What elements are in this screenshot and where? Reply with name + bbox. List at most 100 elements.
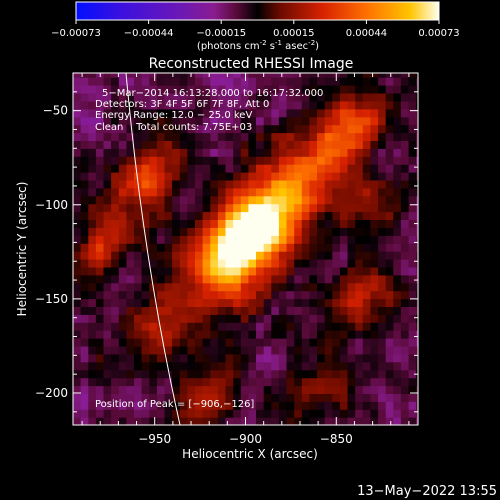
heatmap-cell — [362, 156, 371, 165]
heatmap-cell — [309, 393, 318, 402]
heatmap-cell — [202, 401, 211, 410]
heatmap-cell — [111, 401, 120, 410]
heatmap-cell — [339, 140, 349, 149]
heatmap-cell — [378, 266, 387, 276]
heatmap-cell — [301, 132, 310, 141]
heatmap-cell — [118, 132, 127, 141]
heatmap-cell — [263, 124, 272, 134]
heatmap-cell — [217, 187, 227, 197]
heatmap-cell — [278, 132, 288, 141]
heatmap-cell — [362, 148, 371, 157]
heatmap-cell — [210, 274, 219, 284]
heatmap-cell — [195, 306, 204, 315]
heatmap-cell — [339, 251, 349, 260]
heatmap-cell — [294, 172, 303, 181]
heatmap-cell — [393, 124, 402, 134]
heatmap-cell — [347, 93, 356, 102]
heatmap-cell — [416, 401, 418, 410]
heatmap-cell — [248, 77, 257, 86]
heatmap-cell — [294, 274, 303, 284]
heatmap-cell — [195, 211, 204, 220]
heatmap-cell — [225, 369, 234, 379]
heatmap-cell — [126, 282, 135, 292]
heatmap-cell — [248, 124, 257, 134]
heatmap-cell — [202, 298, 211, 307]
heatmap-cell — [385, 85, 394, 94]
heatmap-cell — [393, 385, 402, 394]
heatmap-cell — [88, 93, 97, 102]
heatmap-cell — [393, 211, 402, 220]
heatmap-cell — [88, 172, 97, 181]
heatmap-cell — [156, 227, 166, 236]
heatmap-cell — [217, 172, 227, 181]
heatmap-cell — [370, 195, 379, 205]
heatmap-cell — [317, 132, 326, 141]
heatmap-cell — [248, 116, 257, 126]
heatmap-cell — [195, 259, 204, 268]
heatmap-cell — [332, 385, 341, 394]
heatmap-cell — [370, 93, 379, 102]
heatmap-cell — [95, 259, 105, 268]
heatmap-cell — [378, 235, 387, 244]
x-axis-label: Heliocentric X (arcsec) — [182, 447, 318, 461]
heatmap-cell — [355, 306, 364, 315]
heatmap-cell — [278, 417, 288, 425]
heatmap-cell — [263, 156, 272, 165]
heatmap-cell — [95, 156, 105, 165]
heatmap-cell — [164, 298, 173, 307]
heatmap-cell — [103, 409, 112, 418]
heatmap-cell — [172, 85, 181, 94]
heatmap-cell — [73, 73, 82, 78]
heatmap-cell — [118, 361, 127, 371]
heatmap-cell — [324, 385, 333, 394]
heatmap-cell — [408, 393, 417, 402]
heatmap-cell — [172, 100, 181, 110]
heatmap-cell — [416, 322, 418, 331]
heatmap-cell — [416, 73, 418, 78]
heatmap-cell — [118, 243, 127, 252]
heatmap-cell — [202, 179, 211, 189]
heatmap-cell — [256, 85, 265, 94]
heatmap-cell — [301, 385, 310, 394]
heatmap-cell — [179, 124, 188, 134]
heatmap-cell — [233, 290, 242, 300]
heatmap-cell — [156, 211, 166, 220]
heatmap-cell — [400, 369, 410, 379]
heatmap-cell — [362, 132, 371, 141]
heatmap-cell — [95, 227, 105, 236]
heatmap-cell — [416, 148, 418, 157]
heatmap-cell — [233, 282, 242, 292]
heatmap-cell — [339, 77, 349, 86]
heatmap-cell — [324, 85, 333, 94]
heatmap-cell — [393, 77, 402, 86]
heatmap-cell — [301, 219, 310, 228]
heatmap-cell — [149, 243, 158, 252]
heatmap-cell — [202, 330, 211, 339]
heatmap-cell — [278, 124, 288, 134]
heatmap-cell — [233, 401, 242, 410]
heatmap-cell — [141, 259, 150, 268]
heatmap-cell — [347, 266, 356, 276]
heatmap-cell — [156, 132, 166, 141]
heatmap-cell — [210, 259, 219, 268]
heatmap-cell — [339, 330, 349, 339]
heatmap-cell — [88, 282, 97, 292]
heatmap-cell — [309, 345, 318, 355]
heatmap-cell — [73, 259, 82, 268]
heatmap-cell — [95, 100, 105, 110]
heatmap-cell — [324, 377, 333, 387]
heatmap-cell — [141, 322, 150, 331]
heatmap-cell — [233, 409, 242, 418]
heatmap-cell — [134, 132, 143, 141]
heatmap-cell — [240, 195, 249, 205]
heatmap-cell — [134, 203, 143, 213]
heatmap-cell — [164, 235, 173, 244]
heatmap-cell — [301, 290, 310, 300]
heatmap-cell — [95, 322, 105, 331]
heatmap-cell — [225, 290, 234, 300]
heatmap-cell — [195, 73, 204, 78]
heatmap-cell — [332, 219, 341, 228]
heatmap-cell — [156, 274, 166, 284]
heatmap-cell — [324, 298, 333, 307]
heatmap-cell — [294, 132, 303, 141]
